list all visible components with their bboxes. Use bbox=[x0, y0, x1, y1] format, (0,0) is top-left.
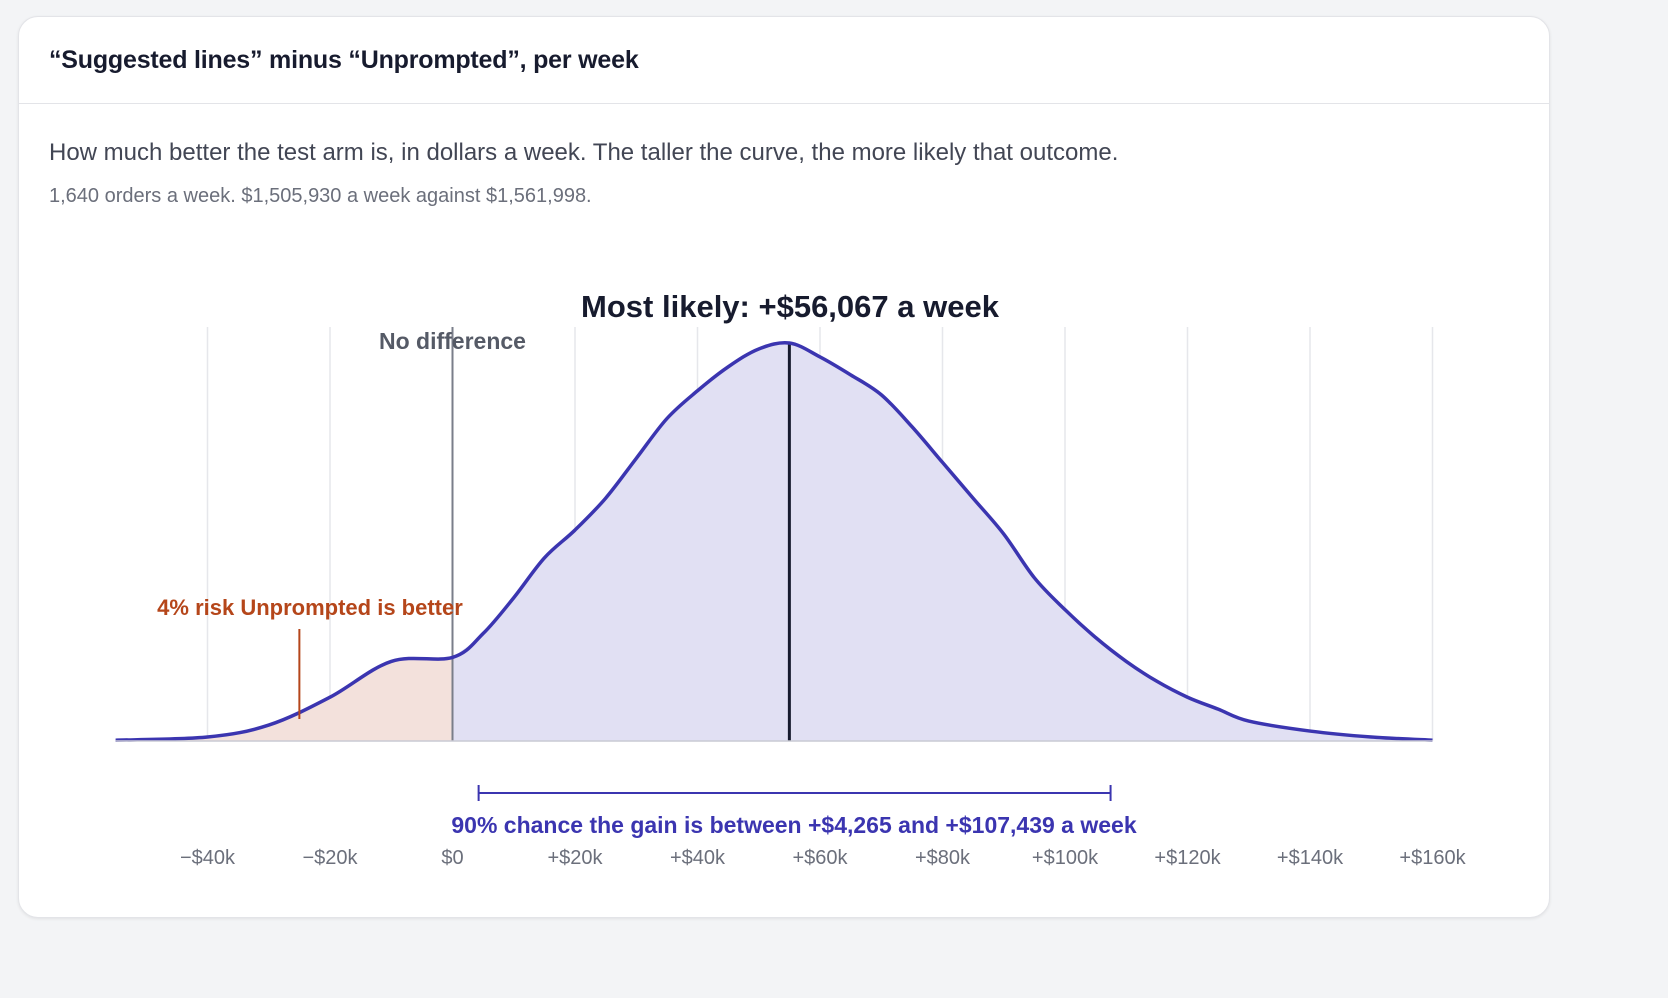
x-tick-label: +$120k bbox=[1154, 847, 1221, 869]
chart-title: Most likely: +$56,067 a week bbox=[581, 289, 1000, 324]
chart-subdescription: 1,640 orders a week. $1,505,930 a week a… bbox=[49, 185, 592, 207]
x-tick-label: +$40k bbox=[670, 847, 726, 869]
risk-annotation: 4% risk Unprompted is better bbox=[157, 595, 463, 620]
x-tick-label: +$100k bbox=[1032, 847, 1099, 869]
x-axis-ticks: −$40k −$20k $0 +$20k +$40k +$60k +$80k +$100k +$… bbox=[180, 847, 1467, 869]
card-header: “Suggested lines” minus “Unprompted”, pe… bbox=[19, 17, 1549, 104]
risk-area bbox=[115, 657, 453, 741]
no-difference-label: No difference bbox=[379, 328, 526, 354]
x-tick-label: $0 bbox=[441, 847, 463, 869]
x-tick-label: +$160k bbox=[1399, 847, 1466, 869]
x-tick-label: +$80k bbox=[915, 847, 971, 869]
interval-bracket bbox=[477, 785, 1112, 801]
x-tick-label: +$60k bbox=[792, 847, 848, 869]
density-chart: Most likely: +$56,067 a week No differen… bbox=[115, 289, 1467, 869]
interval-label: 90% chance the gain is between +$4,265 a… bbox=[451, 812, 1136, 838]
gain-area bbox=[452, 342, 1433, 741]
x-tick-label: +$140k bbox=[1277, 847, 1344, 869]
x-tick-label: −$40k bbox=[180, 847, 236, 869]
density-curve bbox=[115, 340, 1433, 742]
card-title: “Suggested lines” minus “Unprompted”, pe… bbox=[49, 45, 639, 74]
x-tick-label: −$20k bbox=[302, 847, 358, 869]
chart-description: How much better the test arm is, in doll… bbox=[49, 139, 1119, 166]
chart-card: “Suggested lines” minus “Unprompted”, pe… bbox=[18, 16, 1550, 918]
x-tick-label: +$20k bbox=[547, 847, 603, 869]
